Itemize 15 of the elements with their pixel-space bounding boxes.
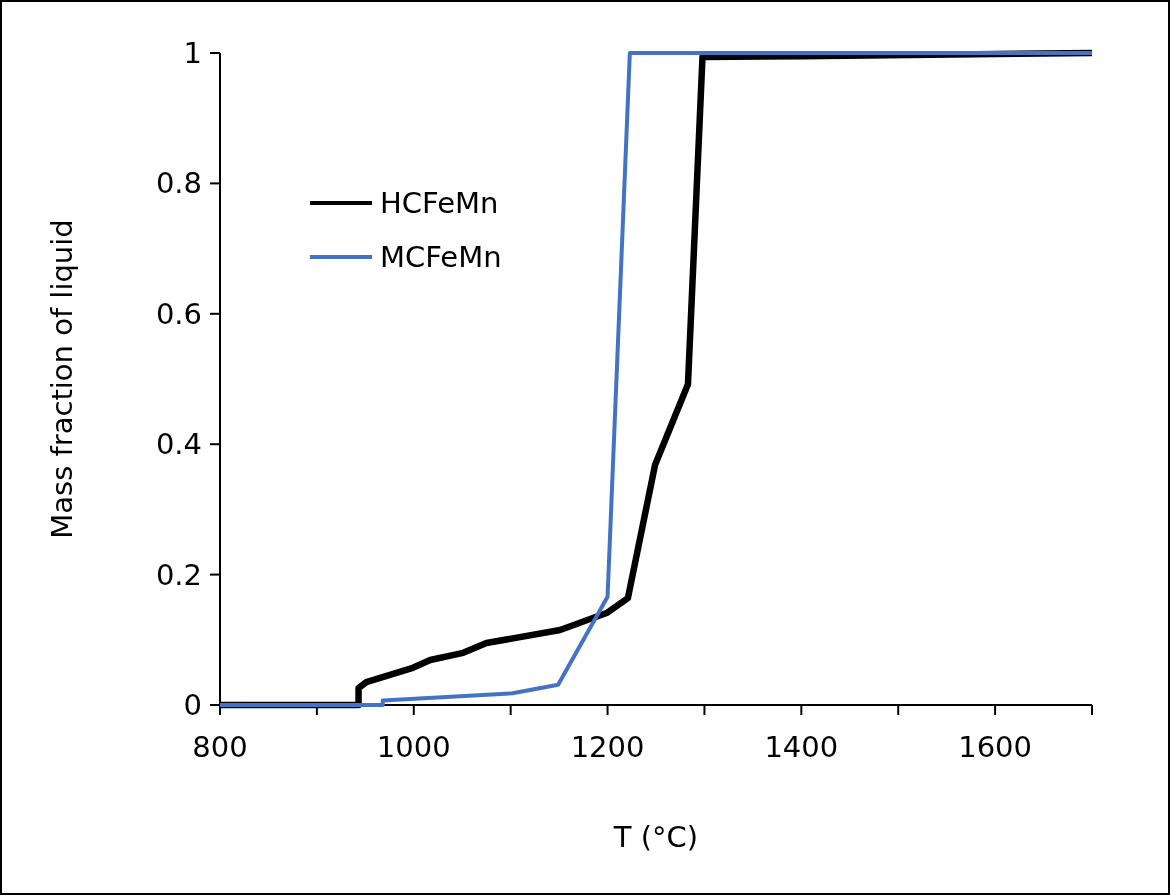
y-tick-label: 0.8	[155, 166, 202, 201]
y-axis-title: Mass fraction of liquid	[45, 219, 79, 539]
y-tick-label: 0.4	[155, 427, 202, 462]
y-tick-label: 1	[183, 36, 202, 70]
x-tick-label: 1400	[764, 730, 839, 764]
x-tick-label: 800	[192, 730, 248, 764]
x-axis-title: T (°C)	[612, 820, 699, 854]
legend-label: MCFeMn	[380, 240, 502, 274]
y-tick-label: 0.6	[155, 296, 202, 331]
x-tick-label: 1600	[958, 730, 1033, 764]
legend-label: HCFeMn	[380, 186, 499, 220]
y-tick-label: 0	[183, 688, 202, 722]
y-tick-label: 0.2	[155, 557, 202, 592]
x-tick-label: 1000	[376, 730, 451, 764]
x-tick-label: 1200	[570, 730, 645, 764]
